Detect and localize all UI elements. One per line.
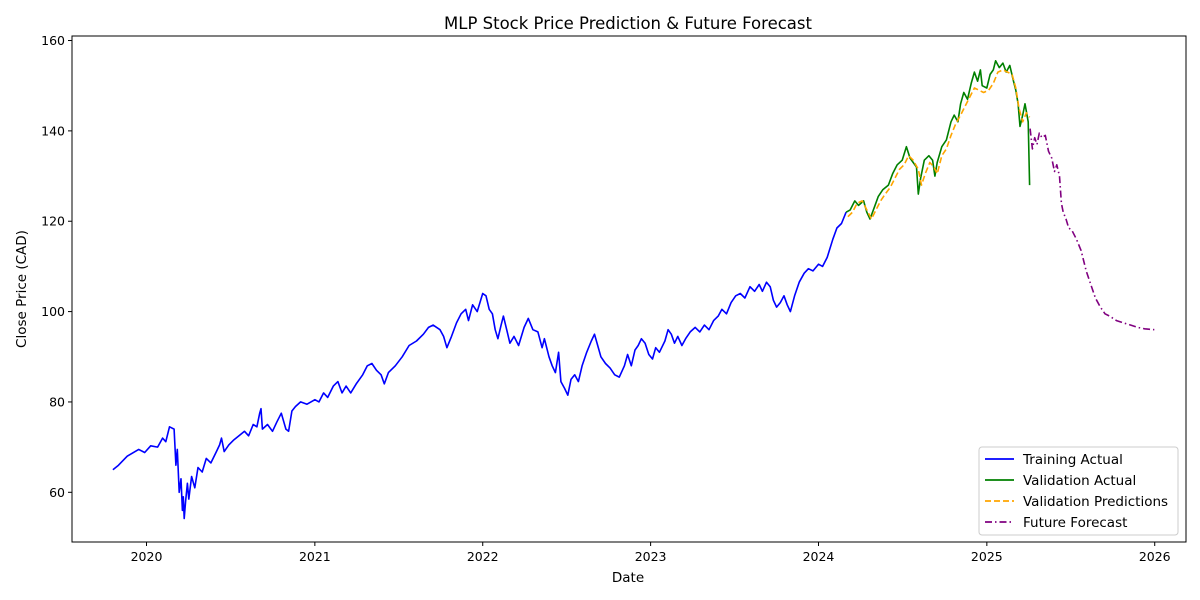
plot-area: [71, 35, 1187, 543]
legend-label: Training Actual: [1022, 452, 1123, 468]
x-tick-label: 2026: [1139, 549, 1171, 564]
legend-label: Validation Actual: [1023, 473, 1136, 489]
y-axis: 60 80 100 120 140 160: [41, 33, 72, 500]
series-line-training-actual: [112, 211, 847, 520]
legend-frame: [978, 446, 1179, 536]
x-tick-label: 2023: [635, 549, 667, 564]
y-tick-label: 120: [41, 214, 65, 229]
plot-frame: [71, 35, 1187, 543]
y-tick-label: 80: [49, 394, 65, 409]
x-tick-label: 2025: [971, 549, 1003, 564]
legend: Training Actual Validation Actual Validati…: [978, 446, 1179, 536]
x-tick-label: 2022: [467, 549, 499, 564]
y-tick-label: 160: [41, 33, 65, 48]
y-tick-label: 100: [41, 304, 65, 319]
chart-title: MLP Stock Price Prediction & Future Fore…: [444, 14, 812, 33]
x-axis: 2020 2021 2022 2023 2024 2025 2026: [131, 542, 1171, 564]
y-tick-label: 60: [49, 485, 65, 500]
series-layer: [112, 60, 1155, 520]
series-line-future-forecast: [1029, 128, 1155, 331]
x-axis-label: Date: [612, 570, 644, 586]
y-tick-label: 140: [41, 123, 65, 138]
legend-label: Validation Predictions: [1023, 494, 1168, 510]
x-tick-label: 2024: [803, 549, 835, 564]
x-tick-label: 2020: [131, 549, 163, 564]
x-tick-label: 2021: [299, 549, 331, 564]
y-axis-label: Close Price (CAD): [14, 230, 30, 348]
legend-label: Future Forecast: [1023, 515, 1127, 531]
